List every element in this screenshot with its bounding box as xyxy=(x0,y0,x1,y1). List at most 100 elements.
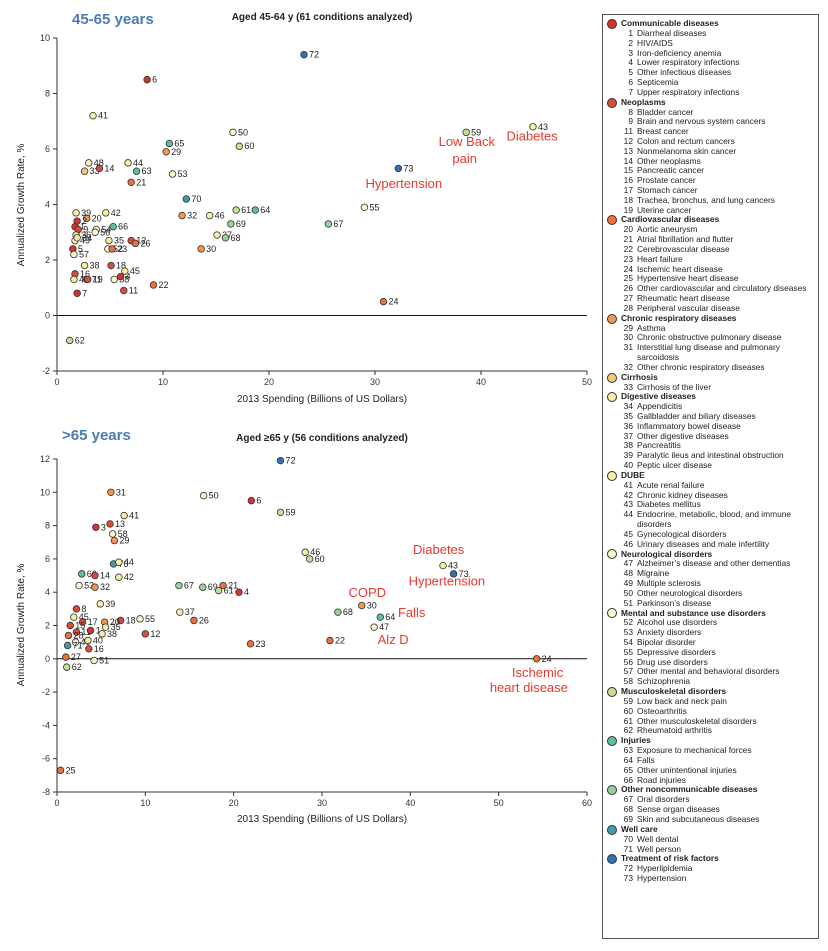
legend-item: 71 Well person xyxy=(607,844,814,855)
point-label: 47 xyxy=(379,622,389,632)
annotation: Diabetes xyxy=(506,129,558,144)
legend-item-name: Cirrhosis of the liver xyxy=(637,381,712,392)
legend-item: 15 Pancreatic cancer xyxy=(607,166,814,176)
legend-item-number: 67 xyxy=(623,794,633,805)
legend-item-name: Hyperlipidemia xyxy=(637,863,693,874)
data-point xyxy=(63,641,72,650)
legend-item-number: 33 xyxy=(623,381,633,392)
x-tick-label: 10 xyxy=(140,798,150,808)
legend-group: DUBE xyxy=(607,470,814,481)
legend-item-number: 28 xyxy=(623,302,633,313)
legend-item-name: Hypertension xyxy=(637,873,687,884)
legend-item-number: 6 xyxy=(628,76,633,87)
legend-group-label: Other noncommunicable diseases xyxy=(621,784,758,795)
legend-item: 36 Inflammatory bowel disease xyxy=(607,421,814,432)
data-point xyxy=(370,623,378,631)
legend-group-label: Mental and substance use disorders xyxy=(621,607,766,618)
point-label: 2 xyxy=(82,216,87,226)
legend-item: 30 Chronic obstructive pulmonary disease xyxy=(607,333,814,343)
legend-item-name: Paralytic ileus and intestinal obstructi… xyxy=(637,450,784,461)
legend-item: 44 Endocrine, metabolic, blood, and immun… xyxy=(607,509,814,530)
legend-item-name: Appendicitis xyxy=(637,401,683,412)
point-label: 6 xyxy=(152,75,157,85)
legend-item-number: 55 xyxy=(623,646,633,657)
point-label: 41 xyxy=(129,511,139,521)
data-point xyxy=(82,214,91,223)
point-label: 20 xyxy=(92,213,102,223)
legend-item: 42 Chronic kidney diseases xyxy=(607,490,814,501)
point-label: 3 xyxy=(101,522,106,532)
legend-group-label: Chronic respiratory diseases xyxy=(621,312,737,323)
x-tick-label: 40 xyxy=(476,377,486,387)
point-label: 29 xyxy=(171,147,181,157)
legend-item: 62 Rheumatoid arthritis xyxy=(607,726,814,736)
legend-swatch xyxy=(607,19,617,29)
point-label: 68 xyxy=(343,607,353,617)
legend-item: 26 Other cardiovascular and circulatory d… xyxy=(607,283,814,294)
point-label: 44 xyxy=(133,158,143,168)
data-point xyxy=(143,75,151,84)
data-point xyxy=(80,261,89,270)
data-point xyxy=(301,548,309,556)
data-point xyxy=(251,206,259,214)
data-point xyxy=(107,488,115,496)
legend-item-number: 41 xyxy=(623,479,633,490)
data-point xyxy=(232,206,240,214)
annotation: Ischemic xyxy=(512,665,564,680)
data-point xyxy=(124,159,132,167)
legend-item-name: Exposure to mechanical forces xyxy=(637,745,752,756)
legend-item-name: Stomach cancer xyxy=(637,184,698,195)
y-tick-label: 10 xyxy=(40,487,50,497)
point-label: 32 xyxy=(100,582,110,592)
data-point xyxy=(56,766,65,775)
point-label: 4 xyxy=(244,587,249,597)
legend-item-name: Diabetes mellitus xyxy=(637,499,701,510)
annotation: Falls xyxy=(398,605,426,620)
y-axis-title: Annualized Growth Rate, % xyxy=(16,563,27,686)
point-label: 61 xyxy=(241,205,251,215)
legend-item-name: Upper respiratory infections xyxy=(637,86,740,97)
legend-item-number: 32 xyxy=(623,361,633,372)
data-point xyxy=(70,613,78,621)
data-point xyxy=(108,530,117,538)
data-point xyxy=(70,275,78,284)
data-point xyxy=(91,228,99,236)
legend-item-number: 53 xyxy=(623,627,633,638)
point-label: 20 xyxy=(110,617,120,627)
point-label: 19 xyxy=(93,274,103,284)
legend-item-name: Other neurological disorders xyxy=(637,587,743,598)
legend-item: 48 Migraine xyxy=(607,568,814,579)
data-point xyxy=(116,272,125,281)
legend-item: 28 Peripheral vascular disease xyxy=(607,302,814,314)
point-label: 67 xyxy=(184,581,194,591)
data-point xyxy=(120,286,128,295)
legend-item: 2 HIV/AIDS xyxy=(607,38,814,49)
data-point xyxy=(326,636,334,645)
data-point xyxy=(96,600,104,608)
point-label: 12 xyxy=(150,629,160,639)
point-label: 60 xyxy=(315,554,325,564)
data-point xyxy=(127,178,135,186)
legend-item-number: 8 xyxy=(628,106,633,117)
legend-item: 7 Upper respiratory infections xyxy=(607,86,814,98)
data-point xyxy=(115,573,123,581)
data-point xyxy=(136,615,144,623)
legend-item-number: 58 xyxy=(623,676,633,687)
data-point xyxy=(73,234,81,242)
point-label: 50 xyxy=(238,127,248,137)
legend-item-number: 60 xyxy=(623,705,633,716)
legend-item: 54 Bipolar disorder xyxy=(607,637,814,648)
legend-item-name: Anxiety disorders xyxy=(637,627,702,638)
data-point xyxy=(532,655,541,663)
point-label: 9 xyxy=(83,224,88,234)
point-label: 13 xyxy=(115,519,125,529)
point-label: 43 xyxy=(538,122,548,132)
legend-swatch xyxy=(607,824,617,835)
legend-item: 27 Rheumatic heart disease xyxy=(607,293,814,304)
legend-item: 37 Other digestive diseases xyxy=(607,431,814,442)
y-axis-title: Annualized Growth Rate, % xyxy=(16,143,27,266)
data-point xyxy=(105,236,113,245)
data-point xyxy=(529,123,537,131)
y-tick-label: 4 xyxy=(45,200,50,210)
legend-item-name: Colon and rectum cancers xyxy=(637,135,735,146)
